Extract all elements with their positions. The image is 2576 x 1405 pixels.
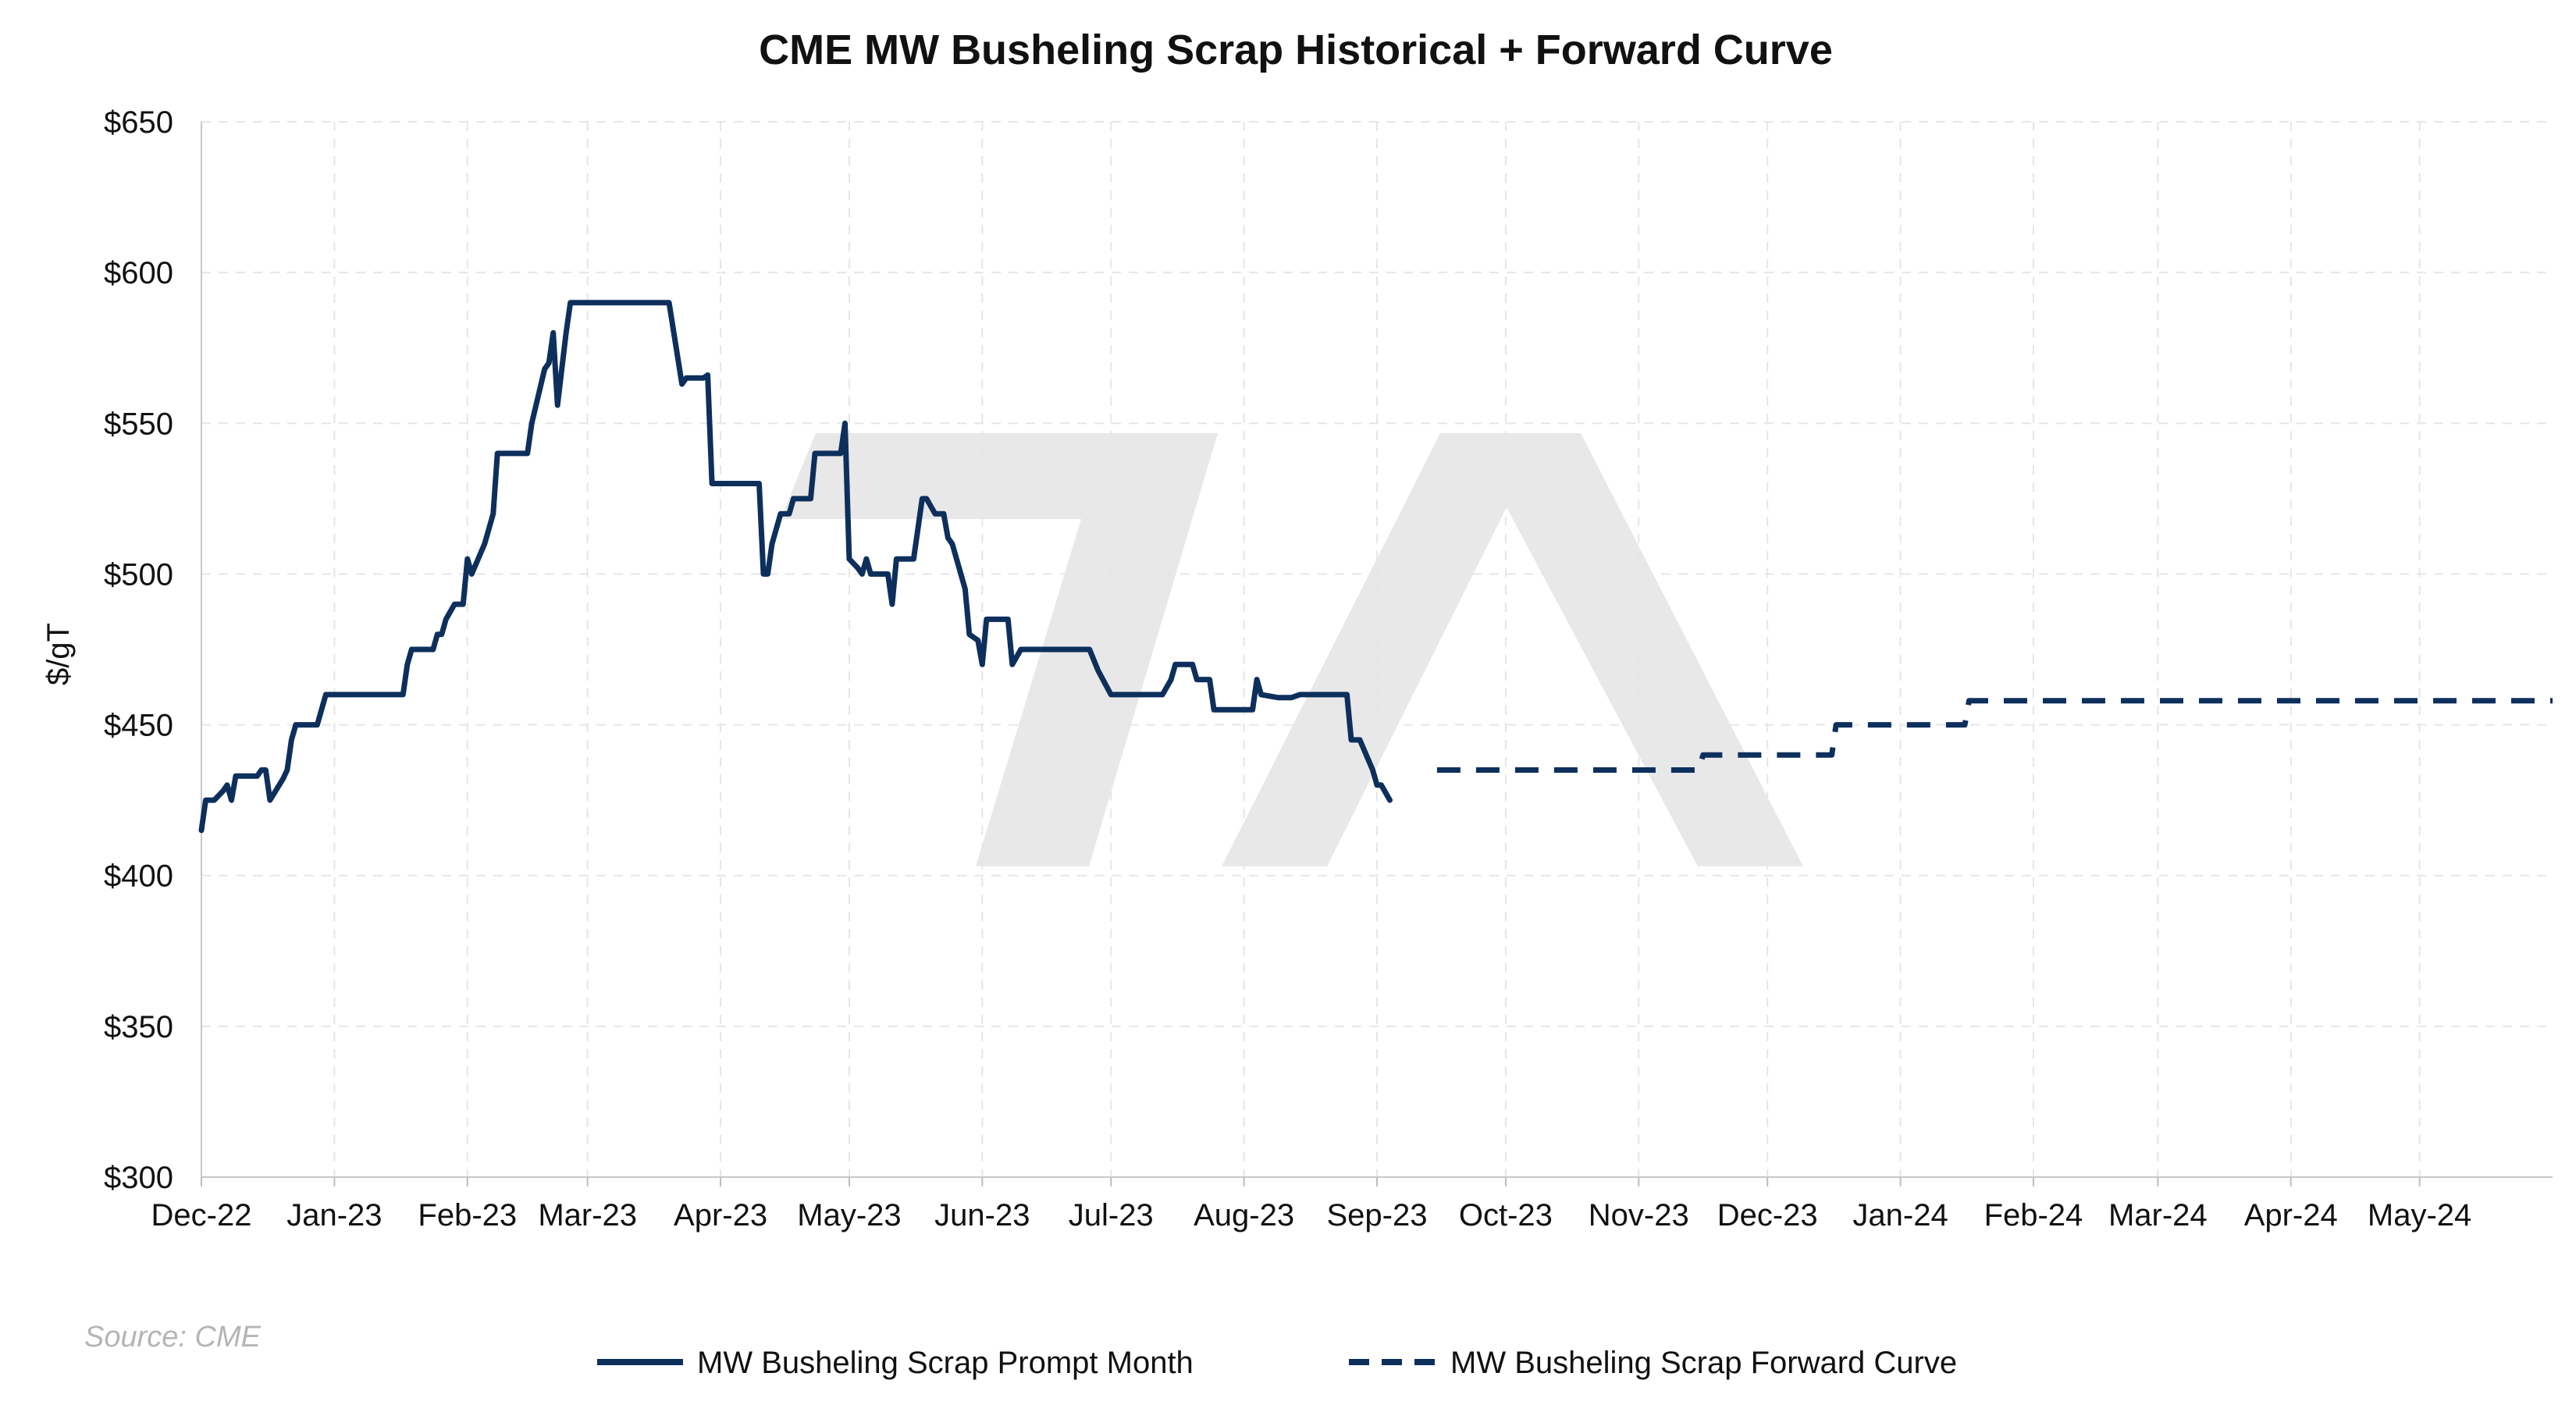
y-tick-label: $600 (104, 256, 173, 290)
x-tick-label: Apr-23 (674, 1198, 767, 1232)
y-axis-label: $/gT (41, 623, 76, 685)
x-tick-label: Oct-23 (1459, 1198, 1553, 1232)
y-tick-label: $300 (104, 1161, 173, 1195)
chart-title: CME MW Busheling Scrap Historical + Forw… (759, 27, 1833, 73)
x-tick-label: Apr-24 (2244, 1198, 2338, 1232)
x-tick-label: Dec-23 (1717, 1198, 1818, 1232)
series-line-prompt-month (198, 300, 1393, 834)
watermark-logo (781, 433, 1803, 866)
series (198, 300, 2553, 834)
y-tick-label: $500 (104, 557, 173, 592)
x-tick-label: Aug-23 (1194, 1198, 1294, 1232)
x-tick-label: May-24 (2368, 1198, 2471, 1232)
legend: MW Busheling Scrap Prompt Month MW Bushe… (597, 1346, 1957, 1380)
x-tick-label: Jun-23 (934, 1198, 1030, 1232)
x-tick-label: Feb-23 (418, 1198, 517, 1232)
x-tick-label: May-23 (797, 1198, 901, 1232)
x-tick-label: Dec-22 (151, 1198, 252, 1232)
series-line-forward-curve (1436, 698, 2553, 773)
axes: $300 $350 $400 $450 $500 $550 $600 $650 Dec-22 Ja… (104, 105, 2553, 1232)
legend-label-prompt-month: MW Busheling Scrap Prompt Month (697, 1346, 1194, 1380)
x-tick-label: Jan-23 (286, 1198, 382, 1232)
x-tick-label: Sep-23 (1327, 1198, 1428, 1232)
x-tick-label: Feb-24 (1984, 1198, 2083, 1232)
y-tick-label: $450 (104, 709, 173, 743)
x-tick-label: Jan-24 (1852, 1198, 1948, 1232)
y-tick-label: $550 (104, 407, 173, 441)
source-note: Source: CME (84, 1321, 262, 1353)
grid (201, 121, 2553, 1177)
y-tick-label: $650 (104, 105, 173, 140)
x-tick-label: Mar-24 (2108, 1198, 2208, 1232)
x-tick-label: Mar-23 (538, 1198, 637, 1232)
legend-label-forward-curve: MW Busheling Scrap Forward Curve (1450, 1346, 1957, 1380)
y-tick-label: $400 (104, 859, 173, 894)
x-tick-label: Jul-23 (1069, 1198, 1154, 1232)
x-tick-label: Nov-23 (1589, 1198, 1689, 1232)
y-tick-label: $350 (104, 1010, 173, 1044)
